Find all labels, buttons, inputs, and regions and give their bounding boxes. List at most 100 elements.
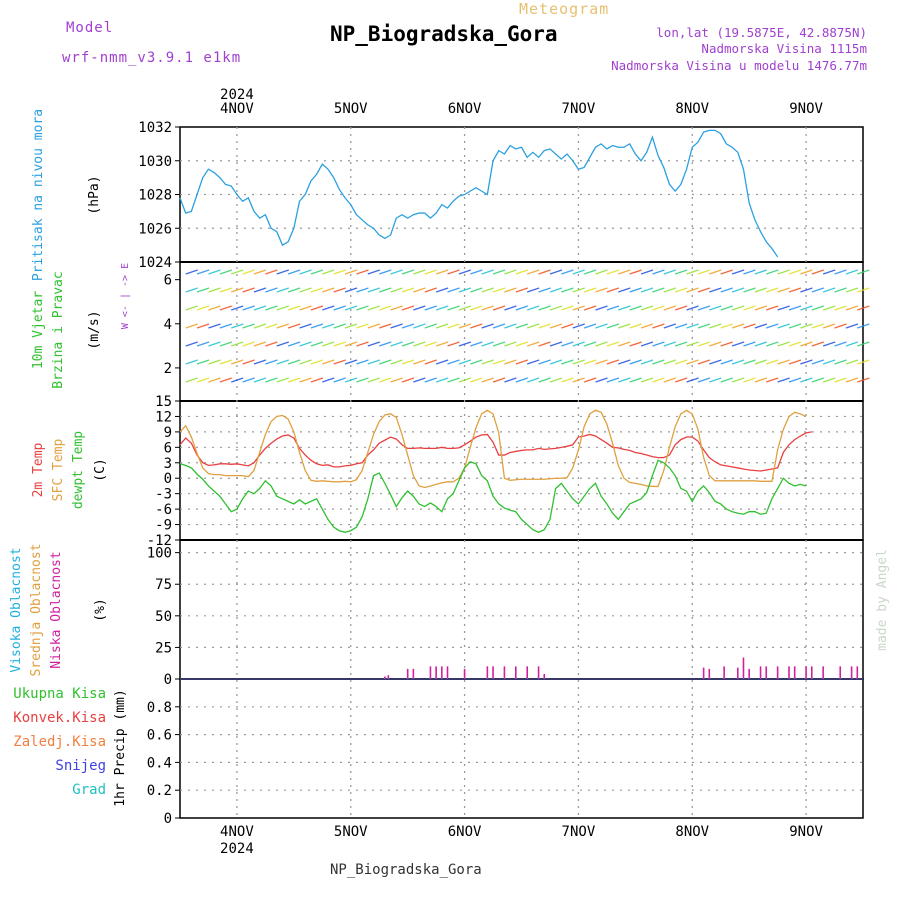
wind-barb [606,341,620,347]
wind-barb [208,323,221,329]
wind-barb [754,359,768,365]
wind-barb [811,341,824,347]
wind-barb [674,377,688,383]
wind-barb [390,323,403,329]
wind-barb [481,341,494,347]
wind-barb [652,305,665,311]
x-bottom-tick-label: 5NOV [334,824,368,840]
wind-barb [367,269,381,275]
wind-barb [640,359,654,365]
wind-barb [219,341,233,347]
wind-barb [845,341,859,347]
wind-barb [595,287,608,293]
wind-barb [504,341,517,347]
wind-barb [515,269,529,275]
wind-barb [356,359,369,365]
wind-barb [322,287,335,293]
wind-barb [219,359,233,365]
wind-barb [185,305,198,311]
y-tick-label: 6 [164,273,172,289]
wind-barb [811,269,824,275]
wind-barb [470,341,483,347]
wind-barb [788,341,802,347]
wind-compass: W <- | -> E [120,263,131,329]
wind-barb [538,377,551,383]
wind-barb [253,377,267,383]
wind-barb [208,359,221,365]
wind-barb [196,359,210,365]
wind-barb [322,359,335,365]
wind-barb [447,323,460,329]
wind-barb [435,359,449,365]
wind-barb [310,377,324,383]
wind-barb [424,323,437,329]
wind-barb [322,377,335,383]
wind-barb [800,269,813,275]
wind-barb [208,341,221,347]
wind-barb [549,341,563,347]
wind-barb [447,305,460,311]
wind-barb [800,341,813,347]
wind-barb [378,377,392,383]
model-label: Model [66,20,114,36]
wind-barb [731,305,745,311]
wind-barb [378,323,392,329]
wind-barb [595,305,608,311]
wind-barb [219,323,233,329]
wind-barb [777,359,790,365]
wind-barb [378,287,392,293]
wind-barb [390,341,403,347]
wind-barb [356,341,369,347]
wind-barb [481,269,494,275]
wind-barb [424,359,437,365]
wind-barb [231,341,244,347]
wind-barb [663,305,677,311]
wind-barb [231,305,244,311]
wind-barb [686,305,699,311]
wind-barb [720,377,733,383]
wind-barb [253,341,267,347]
temp-title-1: SFC Temp [51,439,66,502]
wind-barb [344,305,358,311]
wind-barb [219,287,233,293]
wind-barb [618,377,631,383]
wind-barb [344,377,358,383]
temp-line-0 [179,431,812,472]
wind-barb [606,269,620,275]
wind-barb [231,359,244,365]
wind-barb [322,305,335,311]
precip-legend-2: Zaledj.Kisa [13,734,106,750]
wind-barb [185,377,198,383]
wind-barb [845,323,859,329]
wind-barb [447,269,460,275]
x-top-tick-label: 7NOV [562,101,596,117]
wind-barb [549,287,563,293]
pressure-unit: (hPa) [87,175,102,214]
wind-barb [526,305,540,311]
wind-barb [834,359,847,365]
panel-frame-cloud [179,539,864,680]
wind-barb [367,341,381,347]
wind-barb [287,341,301,347]
wind-barb [663,341,677,347]
wind-barb [652,341,665,347]
wind-barb [572,305,585,311]
wind-barb [857,359,870,365]
wind-barb [595,359,608,365]
wind-barb [470,269,483,275]
precip-legend-3: Snijeg [55,758,106,774]
wind-barb [481,377,494,383]
wind-barb [845,287,859,293]
wind-barb [720,359,733,365]
wind-barb [435,377,449,383]
wind-barb [413,323,426,329]
wind-barb [811,377,824,383]
wind-barb [731,341,745,347]
wind-barb [253,305,267,311]
wind-barb [287,359,301,365]
wind-barb [697,269,711,275]
x-top-tick-label: 8NOV [675,101,709,117]
wind-barb [424,341,437,347]
wind-barb [538,359,551,365]
